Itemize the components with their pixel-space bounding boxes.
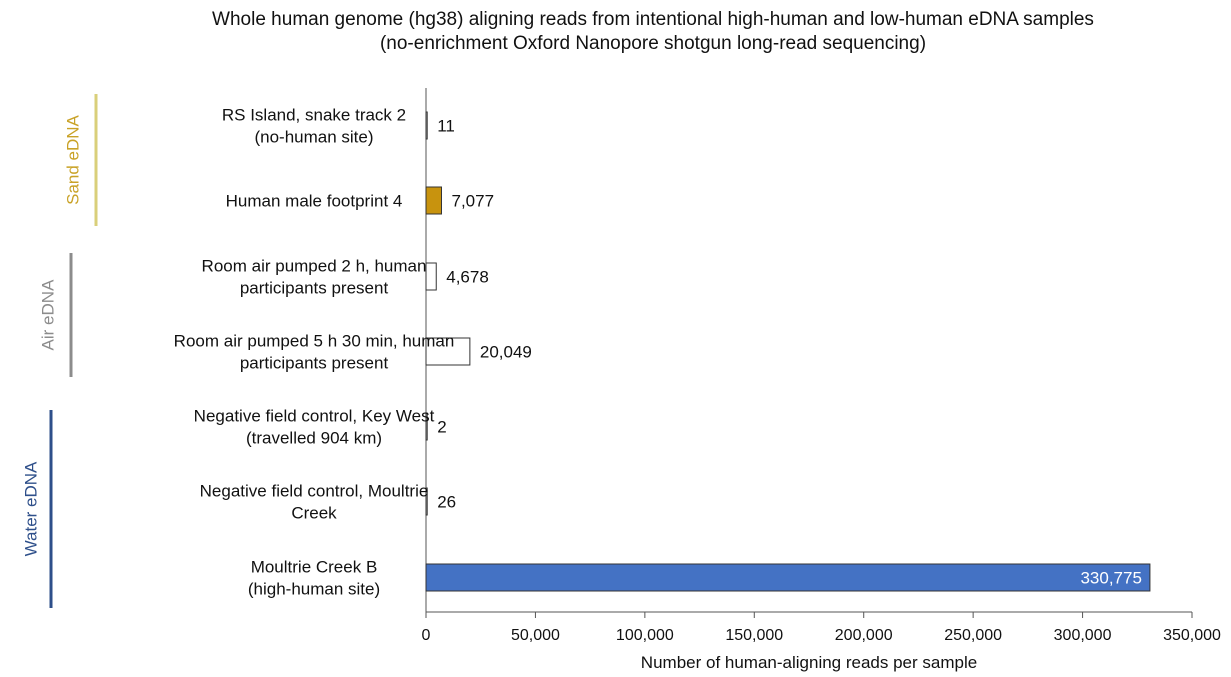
bar-value-label: 11: [437, 117, 455, 136]
category-label: Moultrie Creek B: [251, 558, 378, 577]
category-label: Negative field control, Key West: [194, 407, 435, 426]
category-labels: RS Island, snake track 2 (no-human site) H…: [174, 106, 455, 599]
bar-value-label: 4,678: [446, 268, 489, 287]
bar: [425, 563, 1151, 592]
bar-value-label: 7,077: [451, 192, 494, 211]
category-label: Creek: [291, 504, 337, 523]
chart-title-line: (no-enrichment Oxford Nanopore shotgun l…: [380, 33, 926, 54]
x-tick-label: 200,000: [835, 627, 893, 644]
bar: [425, 262, 437, 291]
x-tick-label: 100,000: [616, 627, 674, 644]
category-label: Human male footprint 4: [226, 192, 403, 211]
bar: [425, 111, 428, 140]
x-axis-label: Number of human-aligning reads per sampl…: [641, 653, 977, 672]
x-tick-label: 50,000: [511, 627, 560, 644]
category-label: (high-human site): [248, 580, 380, 599]
group-label: Air eDNA: [38, 279, 57, 351]
x-tick-label: 150,000: [725, 627, 783, 644]
bar-value-label: 20,049: [480, 343, 532, 362]
group-label: Sand eDNA: [63, 114, 82, 204]
chart-title: Whole human genome (hg38) aligning reads…: [212, 9, 1094, 54]
group-label: Water eDNA: [21, 461, 40, 556]
bar: [425, 337, 471, 366]
x-tick-label: 300,000: [1054, 627, 1112, 644]
chart-title-line: Whole human genome (hg38) aligning reads…: [212, 9, 1094, 30]
bar: [425, 487, 428, 516]
bar-value-label: 330,775: [1080, 569, 1141, 588]
category-label: RS Island, snake track 2: [222, 106, 406, 125]
x-tick-label: 0: [422, 627, 431, 644]
category-label: participants present: [240, 279, 389, 298]
bars: 11 7,077 4,678 20,049 2 26 330,775: [425, 111, 1151, 592]
category-label: Room air pumped 5 h 30 min, human: [174, 332, 455, 351]
group-brackets: Sand eDNA Air eDNA Water eDNA: [21, 94, 98, 608]
category-label: participants present: [240, 354, 389, 373]
category-label: Room air pumped 2 h, human: [202, 257, 427, 276]
bar: [425, 412, 428, 441]
x-tick-label: 350,000: [1163, 627, 1221, 644]
axes: 0 50,000 100,000 150,000 200,000 250,000 300,0…: [422, 88, 1221, 672]
bar-value-label: 26: [437, 493, 456, 512]
x-tick-label: 250,000: [944, 627, 1002, 644]
category-label: (travelled 904 km): [246, 429, 382, 448]
bar-value-label: 2: [437, 418, 446, 437]
category-label: (no-human site): [254, 128, 373, 147]
category-label: Negative field control, Moultrie: [200, 482, 429, 501]
bar: [425, 186, 442, 215]
